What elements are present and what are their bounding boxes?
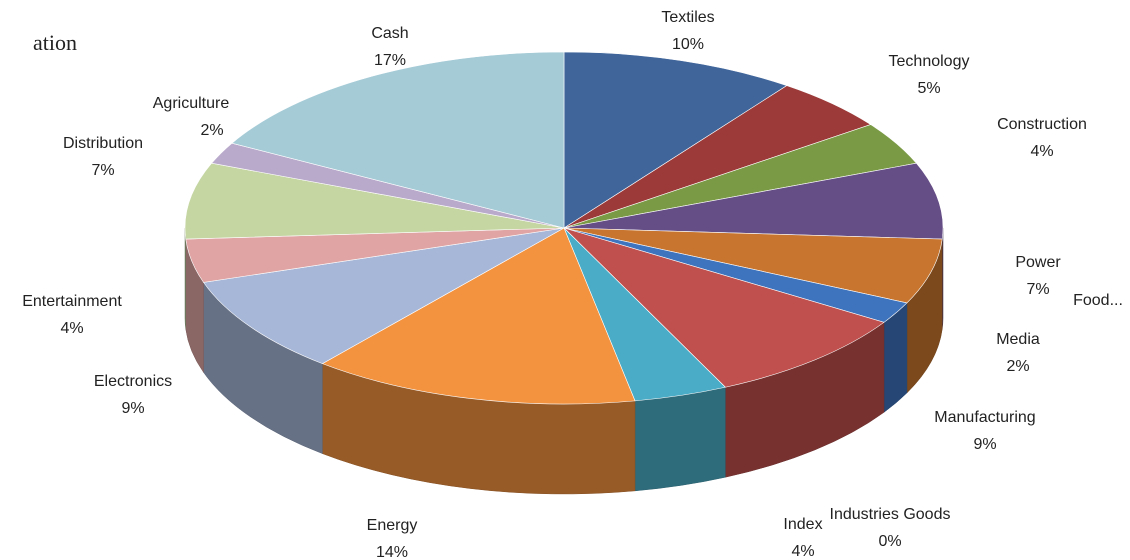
slice <box>321 227 636 405</box>
value-label: 14% <box>376 544 408 560</box>
category-label: Electronics <box>94 373 172 390</box>
category-label: Distribution <box>63 135 143 152</box>
slice <box>184 162 565 240</box>
category-label: Entertainment <box>22 293 122 310</box>
slice <box>563 227 943 304</box>
value-label: 4% <box>60 320 83 337</box>
category-label: Media <box>996 331 1040 348</box>
category-label: Textiles <box>661 9 714 26</box>
category-label: Technology <box>889 53 970 70</box>
value-label: 7% <box>1026 281 1049 298</box>
value-label: 2% <box>200 122 223 139</box>
slice <box>563 51 788 229</box>
category-label: Food... <box>1073 292 1123 309</box>
chart-title: ation <box>33 30 77 55</box>
value-label: 10% <box>672 36 704 53</box>
slice <box>563 162 944 240</box>
value-label: 2% <box>1006 358 1029 375</box>
slice-side <box>184 227 186 330</box>
value-label: 9% <box>973 436 996 453</box>
value-label: 4% <box>1030 143 1053 160</box>
slice-side <box>634 386 726 492</box>
category-label: Construction <box>997 116 1087 133</box>
value-label: 17% <box>374 52 406 69</box>
category-label: Industries Goods <box>830 506 951 523</box>
value-label: 4% <box>791 543 814 560</box>
category-label: Manufacturing <box>934 409 1035 426</box>
value-label: 9% <box>121 400 144 417</box>
value-label: 0% <box>878 533 901 550</box>
category-label: Energy <box>367 517 418 534</box>
slice <box>563 227 885 388</box>
category-label: Power <box>1015 254 1061 271</box>
category-label: Index <box>783 516 822 533</box>
slice <box>231 51 565 229</box>
value-label: 7% <box>91 162 114 179</box>
value-label: 5% <box>917 80 940 97</box>
category-label: Agriculture <box>153 95 230 112</box>
category-label: Cash <box>371 25 408 42</box>
slice <box>203 227 565 364</box>
